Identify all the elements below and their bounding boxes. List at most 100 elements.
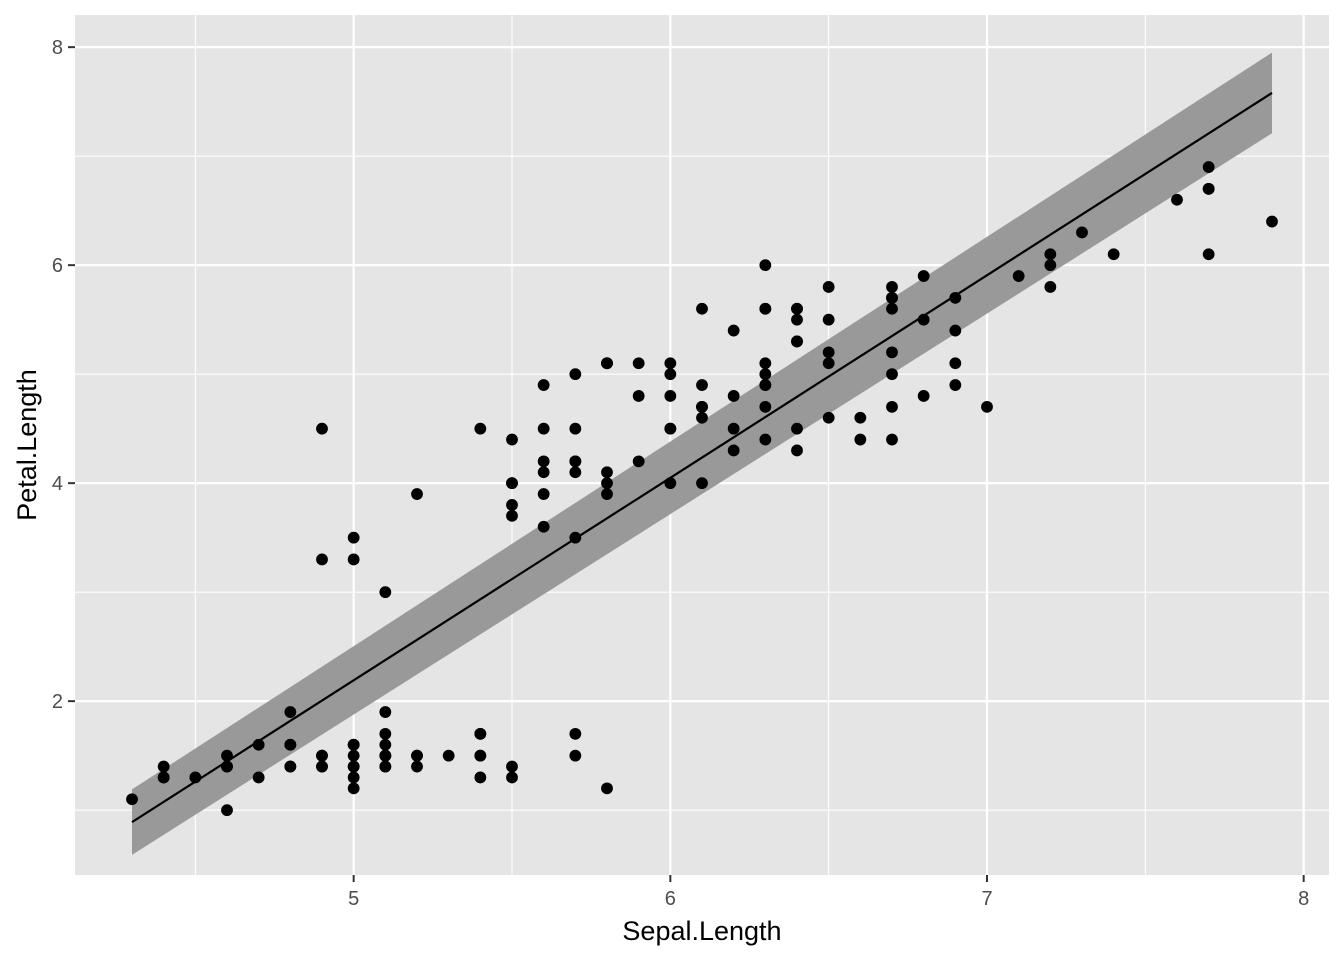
- data-point: [759, 302, 772, 315]
- data-point: [727, 324, 740, 337]
- data-point: [822, 346, 835, 359]
- data-point: [442, 749, 455, 762]
- data-point: [411, 488, 423, 500]
- regression-line: [131, 92, 1273, 824]
- data-point: [601, 477, 613, 490]
- data-point: [886, 433, 898, 446]
- data-point: [1044, 281, 1057, 293]
- data-point: [537, 455, 550, 468]
- data-point: [822, 281, 835, 293]
- data-point: [569, 727, 582, 740]
- data-point: [696, 400, 708, 413]
- data-point: [1012, 270, 1025, 282]
- data-point: [474, 422, 487, 435]
- data-point: [917, 313, 930, 326]
- data-point: [1266, 215, 1278, 228]
- x-tick-label: 6: [665, 888, 676, 910]
- data-point: [949, 357, 962, 370]
- data-point: [601, 466, 613, 479]
- data-point: [474, 727, 487, 740]
- data-point: [316, 749, 328, 762]
- data-point: [537, 379, 550, 391]
- data-point: [759, 259, 772, 272]
- data-point: [854, 411, 867, 424]
- data-point: [506, 771, 518, 784]
- data-point: [886, 346, 898, 359]
- data-point: [886, 400, 898, 413]
- data-point: [791, 335, 803, 348]
- data-point: [569, 422, 582, 435]
- data-point: [664, 422, 677, 435]
- data-point: [917, 390, 930, 402]
- data-point: [569, 368, 582, 381]
- data-point: [1171, 193, 1183, 206]
- data-point: [411, 760, 423, 773]
- confidence-band: [132, 52, 1272, 855]
- data-point: [759, 368, 772, 381]
- data-point: [506, 760, 518, 773]
- data-point: [347, 760, 360, 773]
- data-point: [822, 357, 835, 370]
- data-point: [759, 433, 772, 446]
- data-point: [569, 749, 582, 762]
- data-point: [537, 520, 550, 533]
- data-point: [569, 466, 582, 479]
- data-point: [474, 771, 487, 784]
- data-point: [252, 738, 265, 751]
- data-point: [537, 422, 550, 435]
- data-point: [284, 706, 297, 718]
- data-point: [347, 531, 360, 544]
- data-point: [664, 368, 677, 381]
- data-point: [379, 760, 392, 773]
- y-tick-label: 6: [52, 255, 63, 277]
- data-point: [696, 477, 708, 490]
- data-point: [696, 379, 708, 391]
- data-point: [537, 488, 550, 500]
- data-point: [379, 749, 392, 762]
- data-point: [664, 477, 677, 490]
- confidence-band-layer: [132, 52, 1272, 855]
- data-point: [632, 390, 645, 402]
- data-point: [759, 357, 772, 370]
- data-point: [759, 379, 772, 391]
- x-tick-label: 7: [981, 888, 992, 910]
- data-point: [221, 749, 233, 762]
- data-point: [601, 782, 613, 795]
- data-point: [664, 357, 677, 370]
- data-point: [1202, 161, 1215, 173]
- y-axis: 2 4 6 8: [52, 37, 75, 713]
- data-point: [474, 749, 487, 762]
- data-point: [537, 466, 550, 479]
- data-point: [917, 270, 930, 282]
- data-point: [981, 400, 993, 413]
- data-point: [949, 324, 962, 337]
- data-point: [379, 586, 392, 599]
- data-point: [347, 553, 360, 566]
- x-tick-label: 8: [1298, 888, 1309, 910]
- data-point: [506, 433, 518, 446]
- data-point: [632, 455, 645, 468]
- x-axis-title: Sepal.Length: [622, 916, 781, 946]
- y-axis-title: Petal.Length: [12, 369, 42, 521]
- data-point: [221, 804, 233, 817]
- data-point: [886, 291, 898, 304]
- data-point: [506, 509, 518, 522]
- data-point: [1202, 248, 1215, 261]
- data-point: [1044, 259, 1057, 272]
- data-point: [316, 553, 328, 566]
- data-point: [601, 488, 613, 500]
- data-point: [347, 738, 360, 751]
- data-point: [1107, 248, 1120, 261]
- data-point: [252, 771, 265, 784]
- data-point: [347, 771, 360, 784]
- data-point: [791, 302, 803, 315]
- data-point: [886, 281, 898, 293]
- data-point: [347, 782, 360, 795]
- fit-line-layer: [131, 92, 1273, 824]
- data-point: [949, 291, 962, 304]
- data-point: [822, 411, 835, 424]
- y-tick-label: 8: [52, 37, 63, 59]
- data-point: [569, 531, 582, 544]
- data-point: [316, 760, 328, 773]
